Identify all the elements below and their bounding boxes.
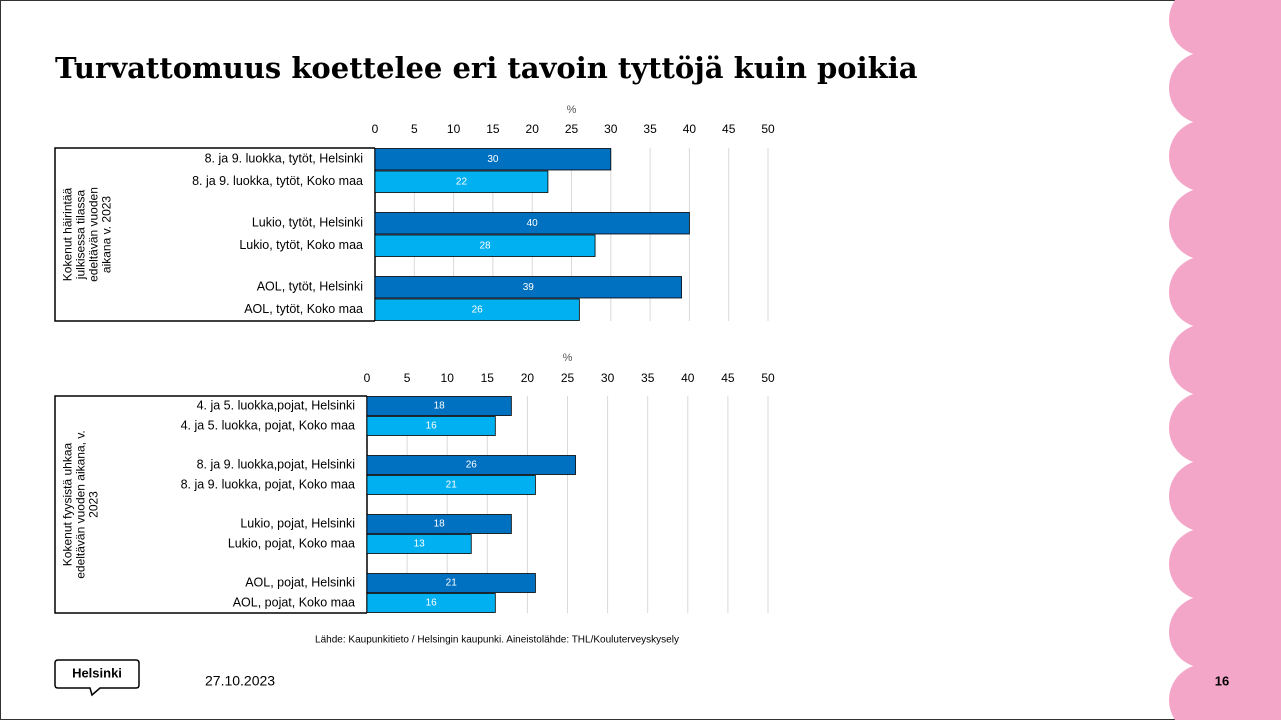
group-box bbox=[54, 147, 375, 322]
page-number: 16 bbox=[1215, 673, 1229, 688]
y-tick-label: 8. ja 9. luokka, tytöt, Helsinki bbox=[205, 152, 363, 166]
axis-label: % bbox=[563, 352, 573, 364]
logo-frame bbox=[54, 659, 140, 697]
x-tick-label: 45 bbox=[722, 122, 736, 136]
value-label: 26 bbox=[472, 304, 484, 315]
group-label-line: aikana v. 2023 bbox=[100, 196, 114, 273]
x-tick-label: 5 bbox=[411, 122, 418, 136]
value-label: 18 bbox=[434, 519, 446, 530]
value-label: 28 bbox=[479, 240, 491, 251]
x-tick-label: 35 bbox=[641, 371, 655, 385]
y-tick-label: Lukio, tytöt, Koko maa bbox=[239, 238, 363, 252]
value-label: 22 bbox=[456, 176, 468, 187]
value-label: 26 bbox=[466, 460, 478, 471]
value-label: 16 bbox=[426, 421, 438, 432]
axis-label: % bbox=[567, 104, 577, 116]
slide-title: Turvattomuus koettelee eri tavoin tyttöj… bbox=[55, 51, 918, 85]
x-tick-label: 10 bbox=[447, 122, 461, 136]
value-label: 18 bbox=[434, 401, 446, 412]
x-tick-label: 50 bbox=[761, 122, 775, 136]
bar bbox=[374, 212, 690, 235]
bar bbox=[374, 276, 682, 299]
x-tick-label: 45 bbox=[721, 371, 735, 385]
x-tick-label: 50 bbox=[761, 371, 775, 385]
x-tick-label: 25 bbox=[561, 371, 575, 385]
group-label-line: julkisessa tilassa bbox=[74, 189, 88, 280]
value-label: 16 bbox=[426, 598, 438, 609]
logo: Helsinki bbox=[72, 665, 122, 680]
bar bbox=[374, 148, 612, 171]
group-label: Kokenut fyysistä uhkaa edeltävän vuoden a… bbox=[61, 430, 101, 579]
y-tick-label: Lukio, pojat, Helsinki bbox=[240, 516, 355, 530]
y-tick-label: 4. ja 5. luokka, pojat, Koko maa bbox=[181, 418, 355, 432]
x-tick-label: 20 bbox=[526, 122, 540, 136]
x-tick-label: 10 bbox=[441, 371, 455, 385]
bar bbox=[374, 170, 549, 193]
y-tick-label: AOL, pojat, Koko maa bbox=[233, 595, 355, 609]
x-tick-label: 20 bbox=[521, 371, 535, 385]
group-label-line: Kokenut häirintää bbox=[61, 187, 75, 281]
group-box bbox=[54, 395, 367, 614]
value-label: 40 bbox=[527, 218, 539, 229]
bar bbox=[366, 455, 576, 475]
bar bbox=[374, 234, 596, 257]
value-label: 13 bbox=[414, 539, 426, 550]
scalloped-border bbox=[1169, 0, 1281, 720]
value-label: 21 bbox=[446, 480, 458, 491]
group-label-line: 2023 bbox=[87, 491, 101, 518]
date: 27.10.2023 bbox=[205, 673, 275, 689]
bar bbox=[366, 534, 472, 554]
x-tick-label: 15 bbox=[481, 371, 495, 385]
group-label-line: edeltävän vuoden bbox=[87, 187, 101, 282]
y-tick-label: 8. ja 9. luokka,pojat, Helsinki bbox=[197, 457, 355, 471]
bar bbox=[366, 573, 536, 593]
source: Lähde: Kaupunkitieto / Helsingin kaupunk… bbox=[315, 635, 679, 646]
bar bbox=[366, 396, 512, 416]
x-tick-label: 30 bbox=[604, 122, 618, 136]
group-label-line: edeltävän vuoden aikana, v. bbox=[74, 430, 88, 579]
x-tick-label: 5 bbox=[404, 371, 411, 385]
group-label-line: Kokenut fyysistä uhkaa bbox=[61, 442, 75, 566]
y-tick-label: Lukio, tytöt, Helsinki bbox=[252, 216, 363, 230]
bar bbox=[366, 475, 536, 495]
value-label: 39 bbox=[523, 282, 535, 293]
x-tick-label: 0 bbox=[364, 371, 371, 385]
x-tick-label: 15 bbox=[486, 122, 500, 136]
bar bbox=[374, 298, 580, 321]
bar bbox=[366, 416, 496, 436]
value-label: 21 bbox=[446, 578, 458, 589]
value-label: 30 bbox=[487, 154, 499, 165]
bar bbox=[366, 514, 512, 534]
group-label: Kokenut häirintää julkisessa tilassa edelt… bbox=[61, 187, 114, 282]
y-tick-label: Lukio, pojat, Koko maa bbox=[228, 536, 355, 550]
bar bbox=[366, 593, 496, 613]
y-tick-label: AOL, pojat, Helsinki bbox=[245, 575, 355, 589]
x-tick-label: 40 bbox=[681, 371, 695, 385]
x-tick-label: 40 bbox=[683, 122, 697, 136]
x-tick-label: 30 bbox=[601, 371, 615, 385]
x-tick-label: 35 bbox=[643, 122, 657, 136]
x-tick-label: 25 bbox=[565, 122, 579, 136]
y-tick-label: 8. ja 9. luokka, tytöt, Koko maa bbox=[192, 174, 363, 188]
y-tick-label: 4. ja 5. luokka,pojat, Helsinki bbox=[197, 398, 355, 412]
y-tick-label: AOL, tytöt, Helsinki bbox=[257, 280, 363, 294]
x-tick-label: 0 bbox=[372, 122, 379, 136]
y-tick-label: AOL, tytöt, Koko maa bbox=[244, 302, 363, 316]
y-tick-label: 8. ja 9. luokka, pojat, Koko maa bbox=[181, 477, 355, 491]
